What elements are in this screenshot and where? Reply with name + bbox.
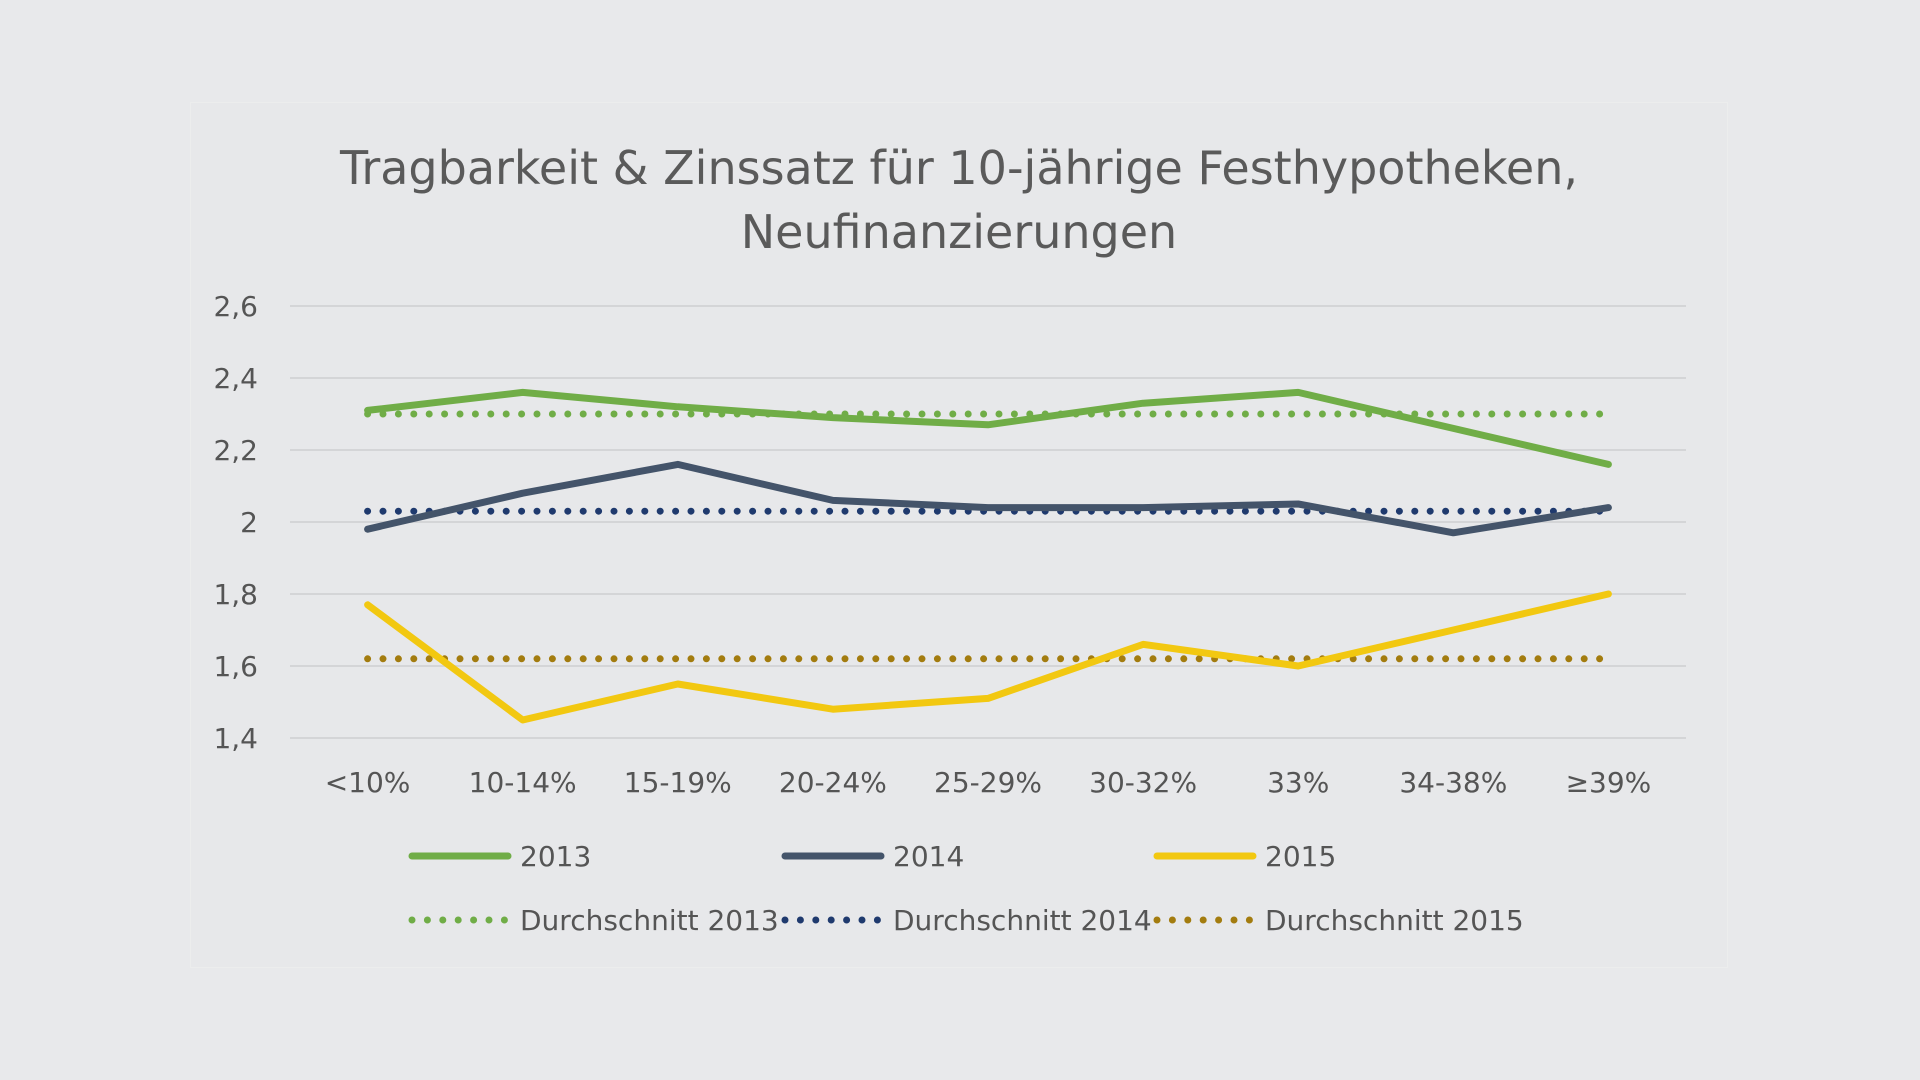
legend-label: 2014 <box>893 840 964 873</box>
x-tick-label: 34-38% <box>1399 766 1507 799</box>
y-tick-label: 2,6 <box>213 290 258 323</box>
y-axis-ticks: 1,4 1,6 1,8 2 2,2 2,4 2,6 <box>213 290 258 755</box>
chart-title-line-2: Neufinanzierungen <box>740 205 1178 259</box>
gridlines <box>290 305 1686 739</box>
legend: 2013 2014 2015 Durchschnitt 2013 Durchschnit… <box>408 840 1524 937</box>
y-tick-label: 1,4 <box>213 722 258 755</box>
x-axis-ticks: <10% 10-14% 15-19% 20-24% 25-29% 30-32% 33% 34-… <box>325 766 1652 799</box>
x-tick-label: ≥39% <box>1566 766 1652 799</box>
chart-title-line-1: Tragbarkeit & Zinssatz für 10-jährige Fe… <box>339 141 1579 195</box>
series-line-2015 <box>364 590 1612 724</box>
y-tick-label: 2 <box>240 506 258 539</box>
y-tick-label: 1,6 <box>213 650 258 683</box>
legend-label: Durchschnitt 2015 <box>1265 904 1524 937</box>
series-line-2013 <box>364 388 1612 468</box>
series-line-2014 <box>364 460 1612 537</box>
y-tick-label: 2,2 <box>213 434 258 467</box>
chart-title: Tragbarkeit & Zinssatz für 10-jährige Fe… <box>0 136 1918 264</box>
legend-label: Durchschnitt 2014 <box>893 904 1152 937</box>
x-tick-label: <10% <box>325 766 411 799</box>
legend-label: 2015 <box>1265 840 1336 873</box>
x-tick-label: 20-24% <box>779 766 887 799</box>
y-tick-label: 1,8 <box>213 578 258 611</box>
legend-label: 2013 <box>520 840 591 873</box>
x-tick-label: 15-19% <box>624 766 732 799</box>
x-tick-label: 33% <box>1267 766 1329 799</box>
series-lines <box>364 388 1612 724</box>
x-tick-label: 30-32% <box>1089 766 1197 799</box>
x-tick-label: 25-29% <box>934 766 1042 799</box>
y-tick-label: 2,4 <box>213 362 258 395</box>
legend-label: Durchschnitt 2013 <box>520 904 779 937</box>
chart-panel <box>190 102 1728 968</box>
x-tick-label: 10-14% <box>469 766 577 799</box>
